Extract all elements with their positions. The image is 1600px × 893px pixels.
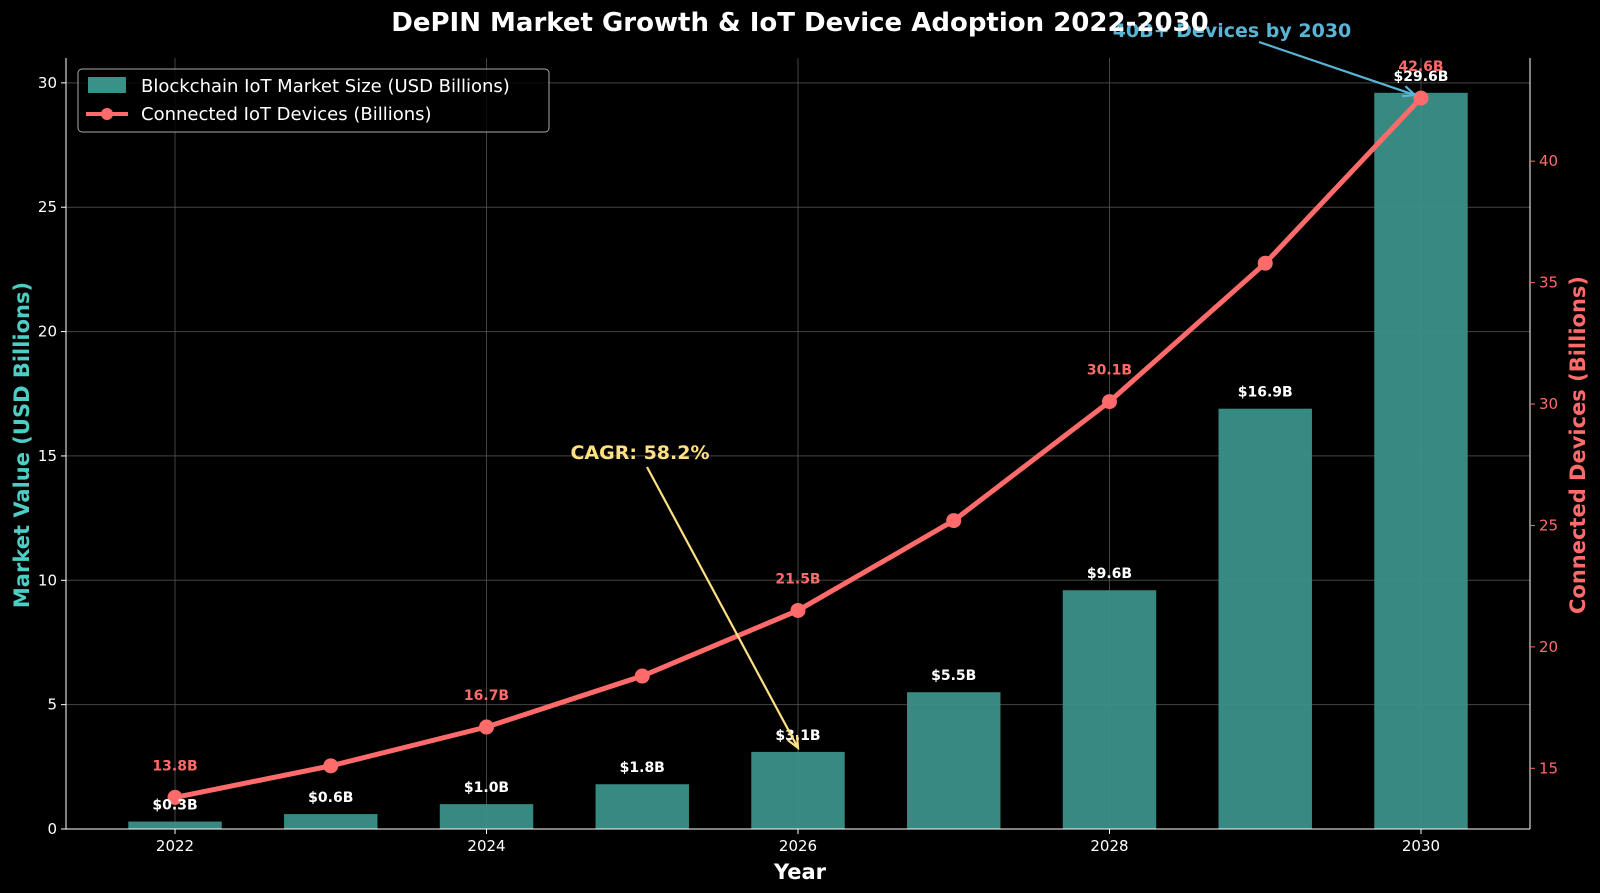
legend-bar-swatch [88, 77, 126, 93]
bar-series [128, 92, 1468, 830]
bar-value-label: $9.6B [1087, 566, 1132, 582]
right-y-tick-label: 25 [1539, 516, 1558, 534]
device-point [479, 719, 495, 735]
x-axis-label: Year [773, 860, 827, 884]
right-y-axis-label: Connected Devices (Billions) [1566, 276, 1590, 614]
device-value-label: 30.1B [1087, 363, 1132, 379]
bar [751, 751, 845, 829]
device-point [634, 668, 650, 684]
legend: Blockchain IoT Market Size (USD Billions… [77, 68, 550, 133]
device-point [167, 789, 183, 805]
devices-annotation: 40B+ Devices by 2030 [1113, 20, 1352, 42]
bar-value-label: $29.6B [1393, 69, 1448, 85]
device-value-label: 16.7B [464, 688, 509, 704]
device-point [1101, 394, 1117, 410]
data-labels: $0.3B $0.6B$1.0B$1.8B$3.1B$5.5B$9.6B$16.9… [152, 59, 1448, 813]
chart-title: DePIN Market Growth & IoT Device Adoptio… [391, 8, 1208, 38]
bar [595, 784, 689, 829]
left-y-tick-label: 15 [38, 447, 57, 465]
device-point [1257, 255, 1273, 271]
bar-value-label: $0.3B [152, 798, 197, 814]
bar [1218, 408, 1312, 829]
device-point [790, 602, 806, 618]
devices-arrow-head [1401, 85, 1418, 98]
devices-arrow-shaft [1258, 40, 1416, 97]
device-value-label: 42.6B [1398, 59, 1443, 75]
device-point [1413, 90, 1429, 106]
annotations: CAGR: 58.2% 40B+ Devices by 2030 [570, 20, 1418, 751]
bar [439, 804, 534, 829]
bar-value-label: $1.0B [464, 780, 509, 796]
axes: 2022 2024 2026 2028 2030 0 5 10 15 20 25 30 15 20 25 30… [38, 58, 1558, 855]
left-y-tick-label: 20 [38, 323, 57, 341]
legend-line-marker [101, 108, 113, 120]
cagr-arrow-head [787, 734, 800, 751]
right-y-tick-label: 20 [1539, 638, 1558, 656]
x-tick-label: 2024 [467, 837, 505, 855]
bar-value-label: $16.9B [1238, 385, 1293, 401]
right-y-tick-label: 30 [1539, 395, 1558, 413]
left-y-tick-label: 10 [38, 571, 57, 589]
bar [284, 814, 378, 829]
x-tick-label: 2026 [779, 837, 817, 855]
line-series [167, 90, 1429, 805]
legend-bar-label: Blockchain IoT Market Size (USD Billions… [141, 76, 510, 97]
left-y-tick-label: 0 [47, 820, 57, 838]
bar [128, 821, 222, 829]
bar-value-label: $5.5B [931, 668, 976, 684]
device-value-label: 21.5B [775, 571, 820, 587]
bar-value-label: $1.8B [620, 760, 665, 776]
right-y-tick-label: 15 [1539, 759, 1558, 777]
x-tick-label: 2030 [1402, 837, 1440, 855]
right-y-tick-label: 40 [1539, 152, 1558, 170]
x-tick-label: 2028 [1090, 837, 1128, 855]
left-y-tick-label: 5 [47, 696, 57, 714]
right-y-tick-label: 35 [1539, 274, 1558, 292]
device-point [323, 758, 339, 774]
x-tick-label: 2022 [156, 837, 194, 855]
legend-frame [77, 68, 550, 133]
left-y-tick-label: 25 [38, 198, 57, 216]
bar [907, 692, 1001, 829]
legend-line-label: Connected IoT Devices (Billions) [141, 104, 432, 125]
left-y-axis-label: Market Value (USD Billions) [10, 282, 34, 608]
device-point [946, 513, 962, 529]
bar-value-label: $0.6B [308, 790, 353, 806]
cagr-annotation: CAGR: 58.2% [570, 442, 709, 464]
device-value-label: 13.8B [152, 758, 197, 774]
left-y-tick-label: 30 [38, 74, 57, 92]
bar [1062, 590, 1157, 829]
bar [1374, 92, 1468, 830]
cagr-arrow-shaft [646, 466, 799, 749]
